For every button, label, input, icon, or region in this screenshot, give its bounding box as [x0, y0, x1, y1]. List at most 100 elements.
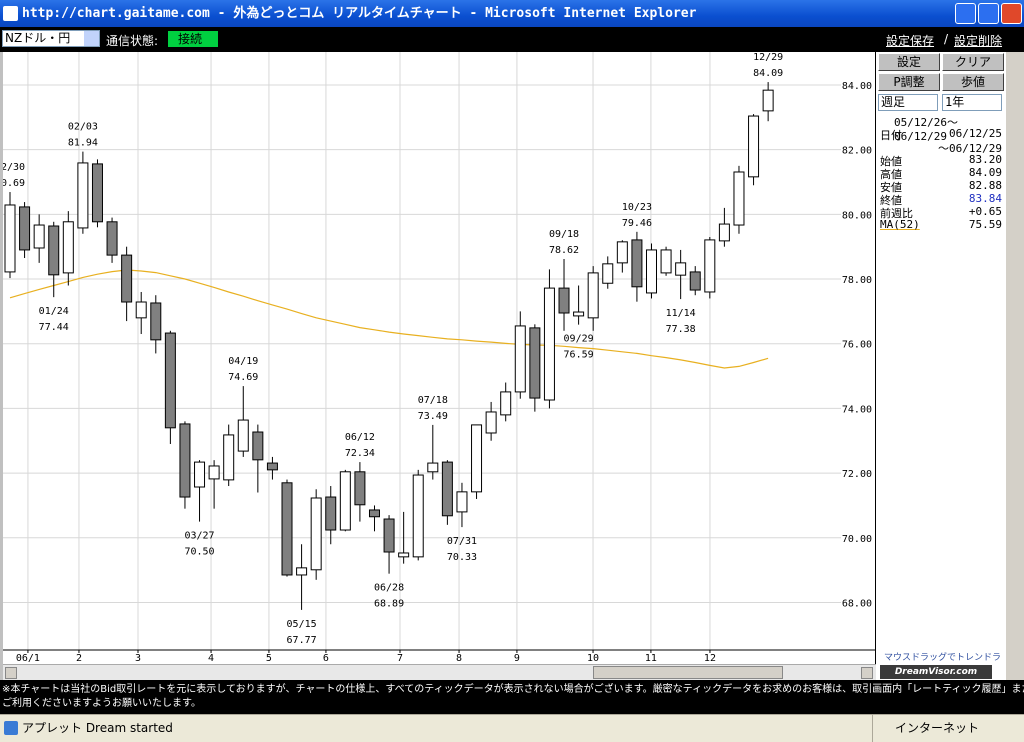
candle-body — [77, 162, 89, 229]
annotation-value: 73.49 — [418, 411, 448, 422]
window-scrollbar[interactable] — [1006, 52, 1024, 680]
candle-body — [645, 249, 657, 294]
pair-select[interactable]: NZドル・円 — [2, 30, 100, 47]
stat-value: 83.84 — [968, 192, 1002, 205]
moving-average — [9, 269, 769, 369]
span-select[interactable]: 1年 — [942, 94, 1002, 111]
delete-settings[interactable]: 設定削除 — [954, 34, 1003, 48]
ticks-button[interactable]: 歩値 — [942, 73, 1004, 91]
stat-label: 安値 — [880, 181, 902, 194]
status-bar: アプレット Dream started インターネット — [0, 714, 1024, 742]
annotation-date: 12/29 — [753, 52, 783, 63]
candle-body — [412, 474, 424, 558]
candle-body — [587, 272, 599, 319]
period-select[interactable]: 週足 — [878, 94, 938, 111]
settings-button[interactable]: 設定 — [878, 53, 940, 71]
maximize-button[interactable] — [978, 3, 999, 24]
candle-body — [660, 249, 672, 274]
span: 1年 — [945, 95, 965, 109]
stat-label: 終値 — [880, 194, 902, 207]
date-label: 日付 — [880, 129, 902, 142]
notice-line: ※本チャートは当社のBid取引レートを元に表示しておりますが、チャートの仕様上、… — [2, 684, 1024, 695]
candle-body — [368, 509, 380, 518]
candle-body — [164, 332, 176, 429]
candle-body — [427, 462, 439, 473]
y-tick-label: 70.00 — [842, 534, 872, 545]
x-tick-label: 9 — [514, 653, 520, 664]
chart: 68.00 70.00 72.00 74.00 76.00 78.00 80.00 82.00… — [3, 52, 875, 664]
annotation-value: 77.44 — [39, 322, 69, 333]
badge[interactable]: DreamVisor.com — [880, 665, 992, 679]
annotation-value: 67.77 — [287, 635, 317, 646]
annotation-date: 07/31 — [447, 536, 477, 547]
minimize-button[interactable] — [955, 3, 976, 24]
candle-body — [485, 411, 497, 434]
date-to: ～06/12/29 — [938, 142, 1002, 155]
candle-body — [310, 497, 322, 571]
candle-body — [237, 419, 249, 452]
annotation-value: 78.62 — [549, 245, 579, 256]
candle-body — [354, 471, 366, 506]
y-tick-label: 76.00 — [842, 340, 872, 351]
candle-body — [441, 461, 453, 517]
scroll-right[interactable] — [861, 667, 873, 679]
status-icon — [4, 721, 18, 735]
notice: ※本チャートは当社のBid取引レートを元に表示しておりますが、チャートの仕様上、… — [0, 681, 1024, 713]
annotation-date: 03/27 — [184, 531, 214, 542]
stat-value: 83.20 — [968, 153, 1002, 166]
candle-body — [675, 262, 687, 276]
stat-value: 82.88 — [968, 179, 1002, 192]
candle-body — [33, 224, 45, 249]
candle-body — [500, 391, 512, 416]
candle-body — [325, 496, 337, 531]
annotation-date: 06/28 — [374, 583, 404, 594]
connection-status: 接続 — [168, 31, 218, 47]
x-tick-label: 06/1 — [16, 653, 40, 664]
candle-body — [573, 311, 585, 317]
annotation-date: 05/15 — [287, 619, 317, 630]
price-adjust-button[interactable]: P調整 — [878, 73, 940, 91]
clear-button[interactable]: クリア — [942, 53, 1004, 71]
candle-body — [383, 518, 395, 553]
candle-body — [296, 567, 308, 576]
x-tick-label: 10 — [587, 653, 599, 664]
x-tick-label: 11 — [645, 653, 657, 664]
scroll-thumb[interactable] — [593, 666, 783, 679]
candle-body — [543, 287, 555, 401]
annotation-date: 02/03 — [68, 122, 98, 133]
annotation-date: 07/18 — [418, 395, 448, 406]
annotation-value: 79.46 — [622, 218, 652, 229]
annotation-value: 76.59 — [564, 350, 594, 361]
y-tick-label: 80.00 — [842, 210, 872, 221]
stat-label: MA(52) — [880, 218, 920, 231]
annotation-date: 11/14 — [666, 308, 696, 319]
save-settings[interactable]: 設定保存 — [886, 34, 935, 48]
side-panel: 設定 クリア P調整 歩値 週足 1年 05/12/26～06/12/29 日付… — [876, 52, 1006, 680]
dropdown-arrow — [84, 31, 99, 46]
title-bar: http://chart.gaitame.com - 外為どっとコム リアルタイ… — [0, 0, 1024, 27]
scroll-left[interactable] — [5, 667, 17, 679]
candle-body — [456, 491, 468, 513]
candle-body — [48, 225, 60, 276]
stat-label: 始値 — [880, 155, 902, 168]
x-tick-label: 8 — [456, 653, 462, 664]
annotation-value: 72.34 — [345, 448, 375, 459]
x-tick-label: 12 — [704, 653, 716, 664]
window-title: http://chart.gaitame.com - 外為どっとコム リアルタイ… — [22, 6, 697, 21]
annotation-date: 09/18 — [549, 229, 579, 240]
candle-body — [194, 461, 206, 488]
candle-body — [558, 287, 570, 314]
candle-body — [19, 206, 31, 251]
candle-body — [106, 221, 118, 256]
candle-body — [631, 239, 643, 288]
close-button[interactable] — [1001, 3, 1022, 24]
annotation-date: 04/19 — [228, 356, 258, 367]
panel-footer: マウスドラッグでトレンドライン DreamVisor.com — [876, 612, 1006, 680]
candle-body — [718, 223, 730, 242]
candle-body — [121, 254, 133, 303]
candle-body — [514, 325, 526, 393]
pair: NZドル・円 — [5, 31, 71, 45]
x-tick-label: 5 — [266, 653, 272, 664]
horizontal-scrollbar[interactable] — [3, 664, 876, 680]
candle-body — [748, 115, 760, 178]
